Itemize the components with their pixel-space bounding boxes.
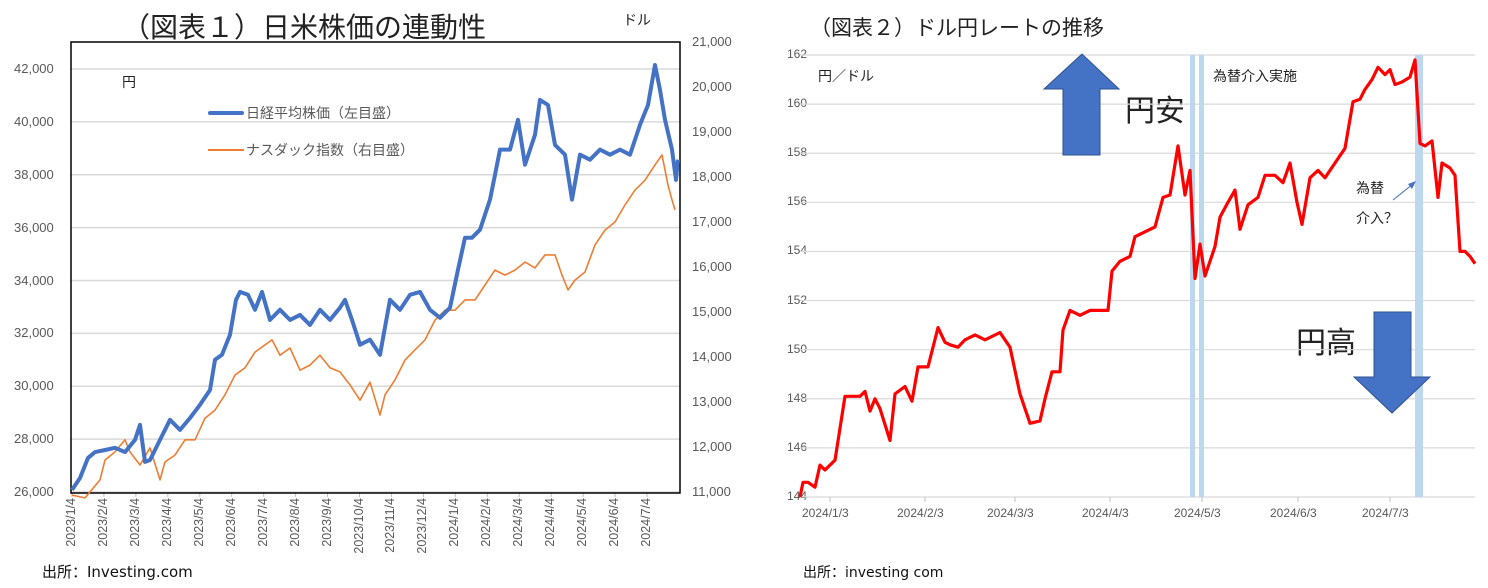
right-axis-tick: 13,000 (692, 394, 732, 409)
down-arrow-icon (1352, 311, 1432, 414)
y-axis-tick: 162 (787, 47, 808, 61)
left-axis-tick: 30,000 (14, 378, 54, 394)
right-axis-tick: 17,000 (692, 214, 732, 229)
pointer-arrowhead-icon (1408, 181, 1416, 189)
y-axis-tick: 154 (787, 243, 808, 258)
chart1-right-unit: ドル (623, 13, 651, 29)
left-axis-tick: 36,000 (14, 219, 54, 235)
intervention-q-label-1: 為替 (1356, 181, 1384, 197)
right-axis-tick: 12,000 (692, 439, 732, 454)
right-axis-tick: 20,000 (692, 79, 732, 94)
chart1-title: （図表１）日米株価の連動性 (122, 11, 487, 44)
legend-swatch-nasdaq (208, 149, 244, 151)
right-axis-tick: 21,000 (692, 34, 732, 49)
right-axis-tick: 19,000 (692, 124, 732, 139)
strong-yen-label: 円高 (1296, 326, 1356, 361)
usdjpy-line (798, 58, 1477, 498)
legend-item-nikkei: 日経平均株価（左目盛） (208, 103, 400, 123)
x-axis-tick: 2024/1/3 (802, 506, 849, 520)
chart2-title: （図表２）ドル円レートの推移 (810, 16, 1104, 40)
left-axis-tick: 34,000 (14, 272, 54, 288)
legend-label-nikkei: 日経平均株価（左目盛） (246, 106, 400, 122)
y-axis-tick: 152 (787, 292, 808, 307)
left-axis-tick: 40,000 (14, 113, 54, 129)
chart2-unit: 円／ドル (818, 69, 874, 85)
x-axis-tick: 2024/2/3 (897, 506, 944, 520)
chart1-gridlines (71, 68, 680, 497)
right-axis-tick: 15,000 (692, 304, 732, 319)
left-axis-tick: 42,000 (14, 61, 54, 76)
chart2-series (798, 58, 1477, 498)
right-axis-tick: 14,000 (692, 349, 732, 364)
intervention-band-3 (1415, 55, 1423, 497)
intervention-label: 為替介入実施 (1213, 69, 1297, 85)
x-axis-tick: 2024/5/3 (1174, 506, 1221, 520)
pointer-arrow-icon (1392, 183, 1414, 201)
y-axis-tick: 150 (787, 341, 808, 356)
y-axis-tick: 146 (787, 439, 808, 454)
left-axis-tick: 32,000 (14, 325, 54, 341)
intervention-band-1 (1190, 55, 1195, 497)
x-axis-tick: 2024/6/3 (1270, 506, 1317, 520)
x-axis-tick: 2024/4/3 (1082, 506, 1129, 520)
y-axis-tick: 160 (787, 96, 808, 111)
chart1-left-unit: 円 (122, 75, 136, 91)
chart2-source: 出所：investing com (803, 565, 944, 581)
chart1-series (70, 63, 680, 499)
right-axis-tick: 11,000 (692, 484, 731, 499)
legend-item-nasdaq: ナスダック指数（右目盛） (208, 140, 414, 160)
legend-label-nasdaq: ナスダック指数（右目盛） (246, 143, 414, 159)
nasdaq-line (71, 154, 676, 499)
chart2-gridlines (800, 54, 1475, 502)
weak-yen-label: 円安 (1125, 94, 1185, 129)
y-axis-tick: 156 (787, 194, 808, 209)
left-axis-tick: 26,000 (14, 484, 54, 499)
chart1-source: 出所：Investing.com (42, 563, 193, 581)
intervention-q-label-2: 介入？ (1356, 211, 1398, 227)
x-axis-tick: 2024/3/3 (987, 506, 1034, 520)
y-axis-tick: 148 (787, 390, 808, 405)
y-axis-tick: 158 (787, 145, 808, 160)
nikkei-line (70, 63, 680, 492)
left-axis-tick: 28,000 (14, 431, 54, 447)
chart1-plot-border (70, 41, 681, 494)
up-arrow-icon (1042, 53, 1121, 156)
chart2-intervention-bands (1190, 55, 1423, 497)
legend-swatch-nikkei (208, 111, 244, 115)
right-axis-tick: 18,000 (692, 169, 732, 184)
right-axis-tick: 16,000 (692, 259, 732, 274)
x-axis-tick: 2024/7/3 (1362, 506, 1409, 520)
intervention-band-2 (1199, 55, 1204, 497)
left-axis-tick: 38,000 (14, 166, 54, 182)
